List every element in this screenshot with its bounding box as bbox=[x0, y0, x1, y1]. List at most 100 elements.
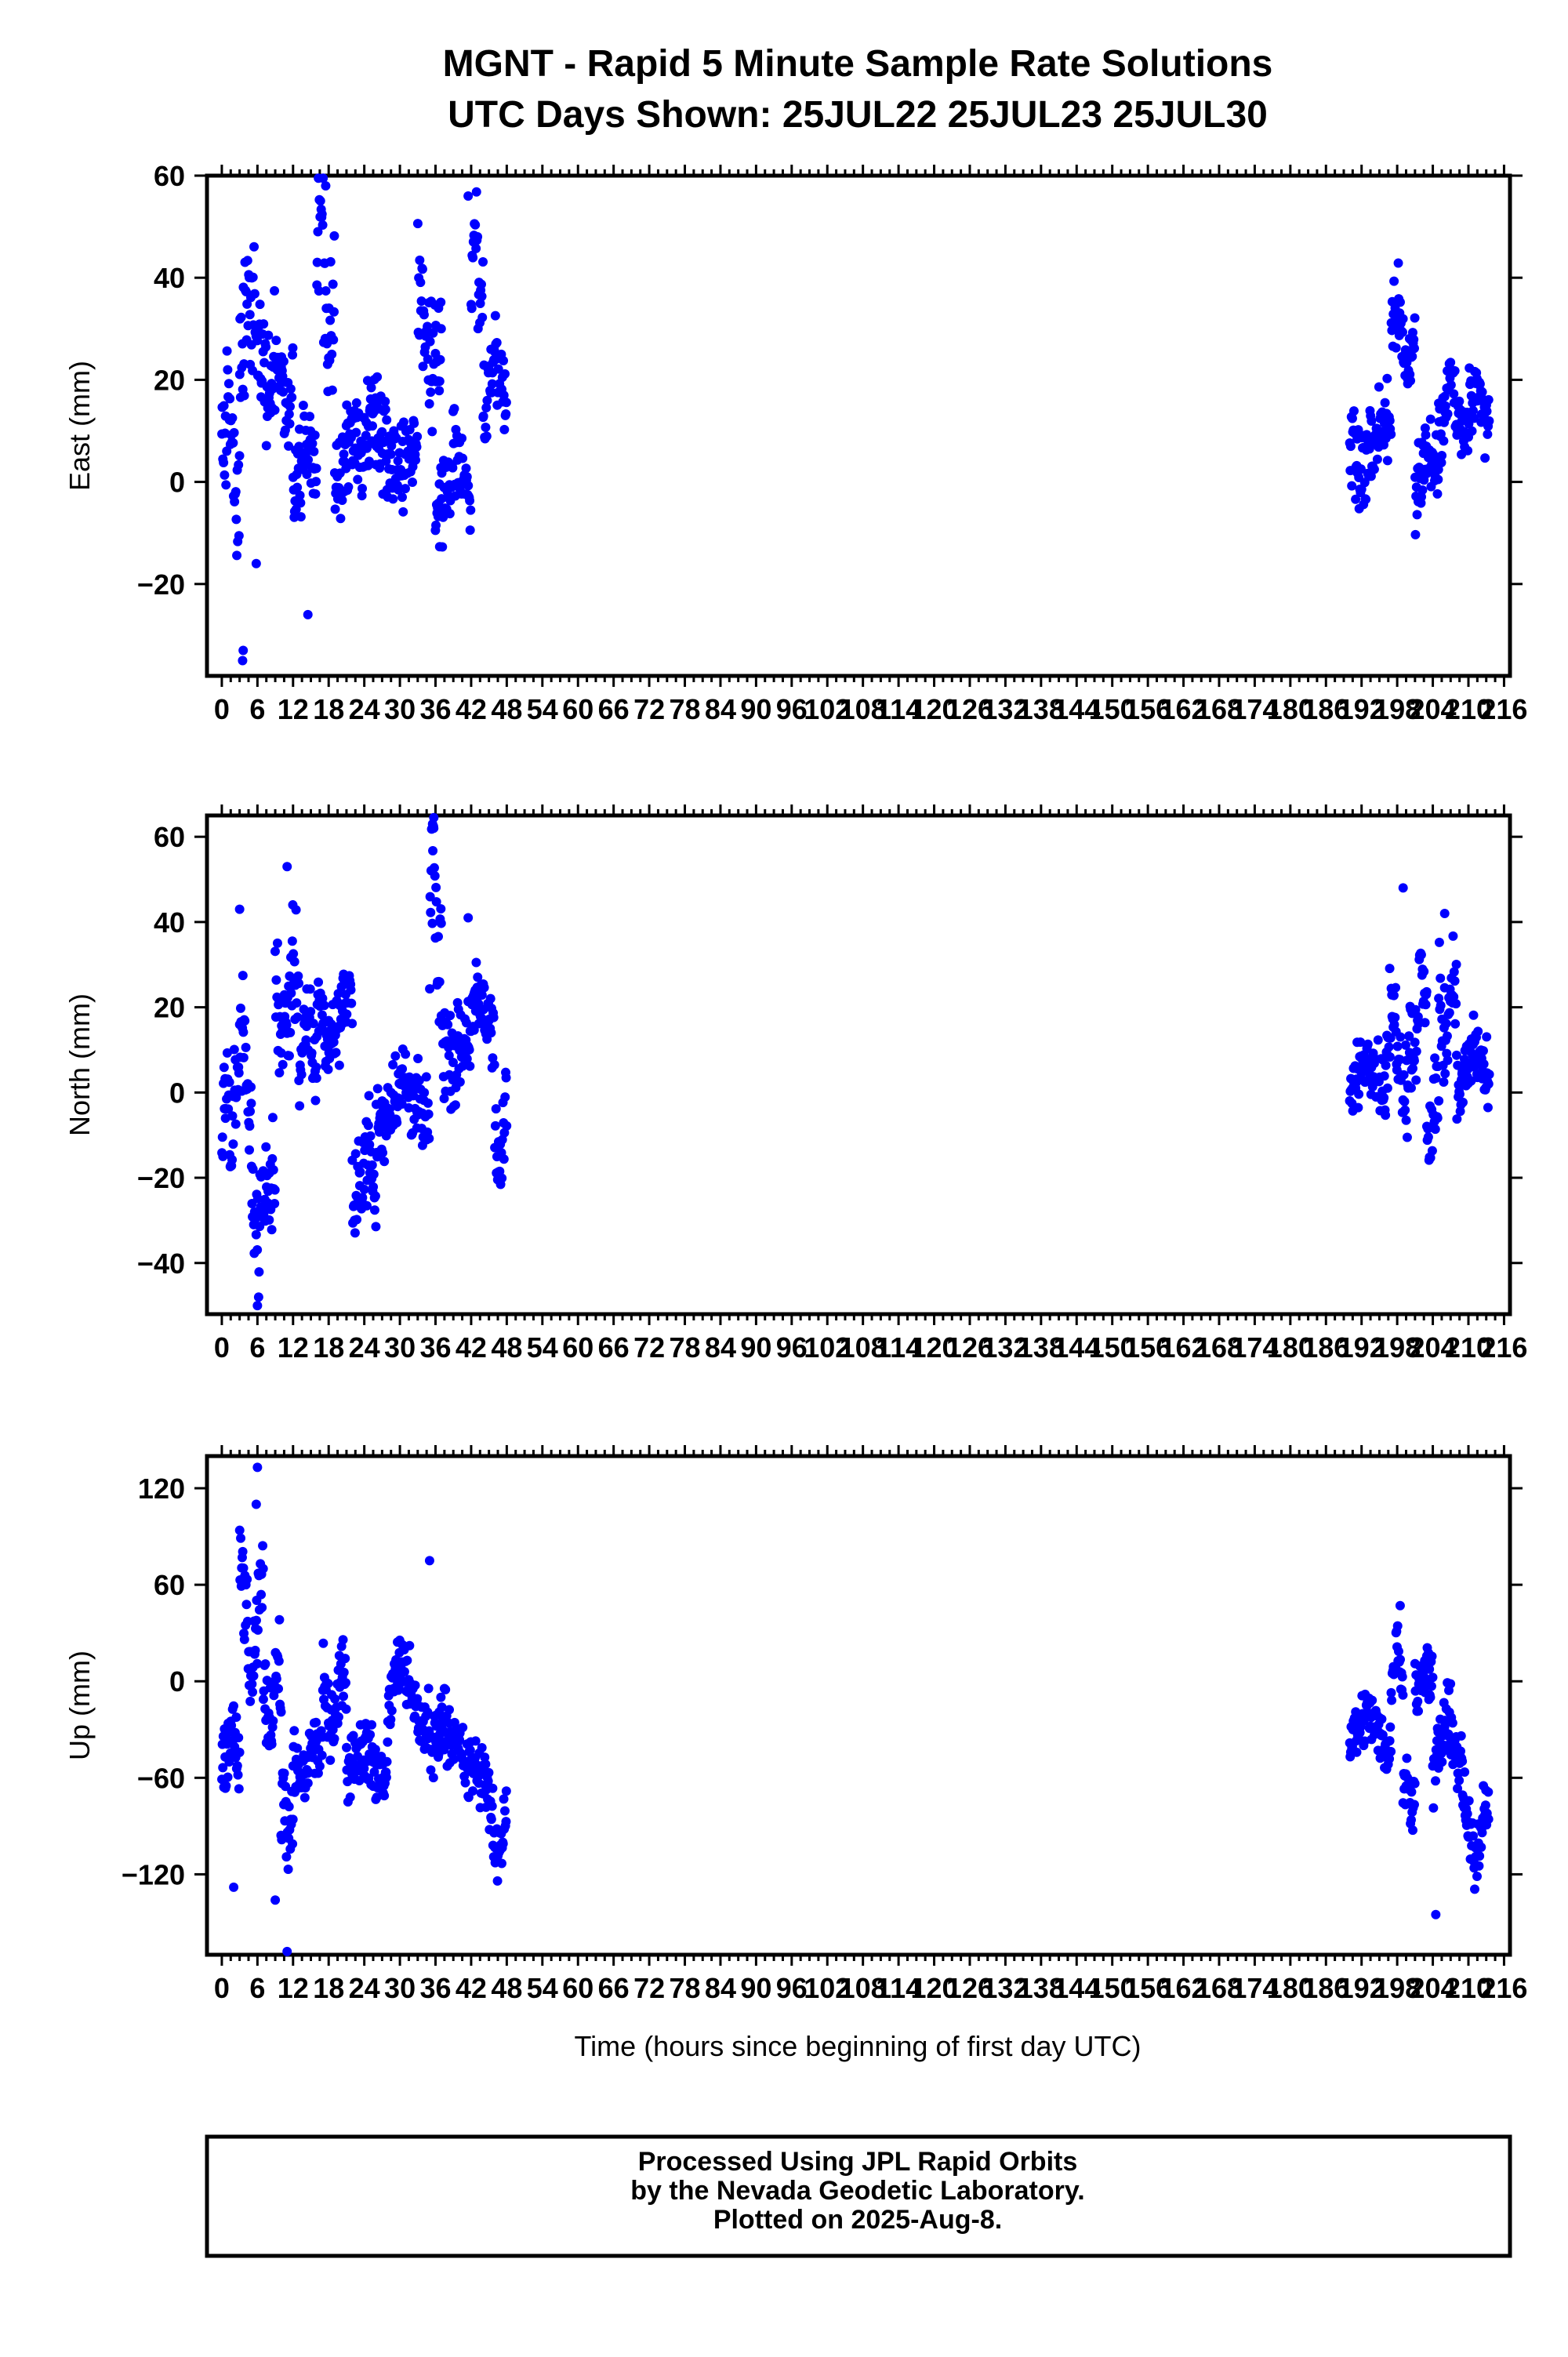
data-point bbox=[1381, 1060, 1391, 1070]
data-point bbox=[311, 1717, 321, 1727]
y-axis-label: Up (mm) bbox=[64, 1651, 96, 1760]
data-point bbox=[347, 998, 357, 1008]
data-point bbox=[1451, 1050, 1461, 1060]
x-tick-label: 6 bbox=[249, 1972, 265, 2004]
data-point bbox=[303, 609, 313, 619]
data-point bbox=[310, 489, 321, 499]
data-point bbox=[492, 1876, 503, 1886]
data-point bbox=[365, 1139, 375, 1149]
data-point bbox=[361, 1200, 372, 1211]
x-tick-label: 210 bbox=[1445, 693, 1492, 725]
x-tick-label: 6 bbox=[249, 1331, 265, 1364]
x-tick-label: 18 bbox=[313, 693, 344, 725]
data-point bbox=[238, 1027, 249, 1037]
data-point bbox=[1456, 1746, 1466, 1756]
data-point bbox=[227, 1111, 238, 1121]
data-point bbox=[1448, 931, 1458, 941]
data-point bbox=[1447, 1718, 1457, 1728]
x-tick-label: 114 bbox=[876, 1331, 921, 1364]
data-point bbox=[436, 904, 446, 914]
data-point bbox=[502, 1120, 512, 1131]
data-point bbox=[228, 438, 238, 448]
data-point bbox=[457, 433, 467, 443]
data-point bbox=[252, 1244, 263, 1255]
data-point bbox=[1406, 1814, 1416, 1825]
data-point bbox=[1483, 1079, 1494, 1089]
data-point bbox=[1450, 1019, 1461, 1029]
data-point bbox=[1386, 429, 1396, 439]
data-point bbox=[367, 1720, 377, 1730]
data-point bbox=[298, 401, 308, 411]
x-tick-label: 192 bbox=[1338, 1972, 1385, 2004]
data-point bbox=[1382, 373, 1392, 383]
data-point bbox=[1453, 1784, 1463, 1794]
data-point bbox=[1425, 1664, 1435, 1674]
data-point bbox=[310, 430, 320, 441]
x-tick-label: 168 bbox=[1196, 1331, 1243, 1364]
data-point bbox=[499, 1154, 509, 1164]
data-point bbox=[308, 1019, 318, 1029]
data-point bbox=[1385, 1736, 1395, 1746]
data-point bbox=[296, 512, 306, 522]
data-point bbox=[289, 949, 299, 959]
data-point bbox=[1449, 389, 1459, 399]
data-point bbox=[380, 405, 390, 415]
data-point bbox=[1382, 456, 1392, 466]
data-point bbox=[260, 1659, 270, 1669]
chart-title-line2: UTC Days Shown: 25JUL22 25JUL23 25JUL30 bbox=[448, 94, 1268, 136]
data-point bbox=[415, 255, 425, 265]
data-point bbox=[393, 456, 403, 466]
data-point bbox=[1379, 1092, 1389, 1102]
data-point bbox=[251, 1499, 261, 1509]
data-point bbox=[386, 1714, 396, 1724]
data-point bbox=[283, 1864, 293, 1874]
data-point bbox=[321, 181, 331, 191]
data-point bbox=[252, 1658, 263, 1669]
chart-title-line1: MGNT - Rapid 5 Minute Sample Rate Soluti… bbox=[443, 43, 1273, 85]
data-point bbox=[313, 1768, 323, 1778]
x-tick-label: 186 bbox=[1302, 693, 1349, 725]
data-point bbox=[291, 905, 301, 915]
footer-line3: Plotted on 2025-Aug-8. bbox=[713, 2205, 1002, 2235]
x-tick-label: 138 bbox=[1018, 693, 1065, 725]
data-point bbox=[284, 441, 294, 451]
x-tick-label: 102 bbox=[804, 1972, 851, 2004]
data-point bbox=[231, 514, 241, 525]
data-point bbox=[314, 286, 324, 296]
data-point bbox=[1452, 1114, 1462, 1124]
data-point bbox=[271, 336, 281, 346]
data-point bbox=[1392, 1041, 1403, 1051]
data-point bbox=[501, 409, 511, 419]
x-tick-label: 48 bbox=[491, 1972, 522, 2004]
data-point bbox=[233, 1770, 243, 1780]
data-point bbox=[303, 1778, 313, 1789]
data-point bbox=[269, 1691, 279, 1701]
y-tick-label: 20 bbox=[154, 364, 185, 396]
data-point bbox=[220, 470, 230, 480]
data-point bbox=[481, 431, 492, 441]
data-point bbox=[489, 1060, 499, 1070]
x-tick-label: 78 bbox=[670, 1972, 701, 2004]
data-point bbox=[1476, 1842, 1486, 1852]
data-point bbox=[398, 417, 408, 427]
data-point bbox=[251, 1229, 261, 1240]
data-point bbox=[382, 415, 392, 425]
data-point bbox=[334, 1060, 344, 1070]
data-point bbox=[312, 257, 322, 267]
data-point bbox=[425, 984, 435, 994]
data-point bbox=[463, 481, 474, 491]
data-point bbox=[444, 1051, 454, 1061]
data-point bbox=[1390, 1012, 1400, 1022]
data-point bbox=[1446, 380, 1456, 390]
data-point bbox=[342, 1742, 352, 1752]
data-point bbox=[481, 422, 491, 432]
data-point bbox=[486, 1814, 496, 1825]
data-point bbox=[468, 1786, 478, 1796]
data-point bbox=[246, 1082, 256, 1092]
data-point bbox=[246, 1099, 256, 1109]
data-point bbox=[346, 985, 356, 995]
data-point bbox=[463, 913, 474, 923]
data-point bbox=[223, 379, 234, 389]
data-point bbox=[1457, 1756, 1468, 1767]
data-point bbox=[305, 412, 315, 422]
